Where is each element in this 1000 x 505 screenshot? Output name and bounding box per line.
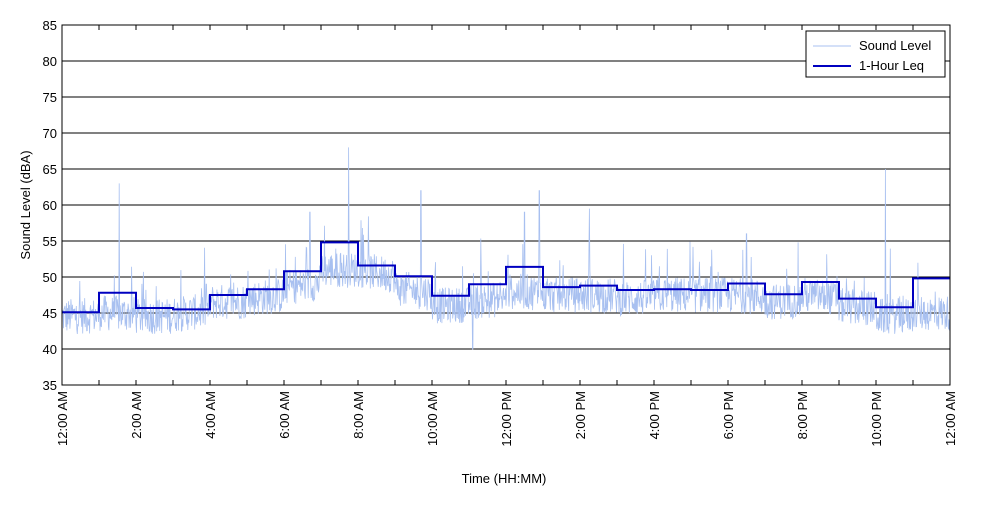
y-axis-label: Sound Level (dBA) — [18, 150, 33, 259]
y-tick-label: 50 — [43, 270, 57, 285]
series-layer — [61, 147, 951, 350]
x-tick-label: 12:00 PM — [499, 391, 514, 447]
y-tick-label: 85 — [43, 18, 57, 33]
x-tick-label: 4:00 PM — [647, 391, 662, 439]
legend-label-leq: 1-Hour Leq — [859, 58, 924, 73]
x-tick-label: 4:00 AM — [203, 391, 218, 439]
y-tick-label: 45 — [43, 306, 57, 321]
x-axis-label: Time (HH:MM) — [462, 471, 547, 486]
y-tick-label: 65 — [43, 162, 57, 177]
x-tick-label: 12:00 AM — [943, 391, 958, 446]
legend: Sound Level 1-Hour Leq — [805, 30, 946, 78]
legend-box — [805, 30, 946, 78]
x-axis-ticks: 12:00 AM 2:00 AM 4:00 AM 6:00 AM 8:00 AM 10:0… — [55, 25, 958, 447]
x-tick-label: 10:00 AM — [425, 391, 440, 446]
y-tick-label: 35 — [43, 378, 57, 393]
x-tick-label: 6:00 PM — [721, 391, 736, 439]
x-tick-label: 6:00 AM — [277, 391, 292, 439]
x-tick-label: 8:00 PM — [795, 391, 810, 439]
x-tick-label: 10:00 PM — [869, 391, 884, 447]
x-tick-label: 2:00 AM — [129, 391, 144, 439]
gridlines — [62, 60, 950, 350]
x-tick-label: 2:00 PM — [573, 391, 588, 439]
series-sound-level-line — [61, 147, 951, 350]
y-tick-label: 75 — [43, 90, 57, 105]
series-1-hour-leq-step — [62, 241, 950, 314]
y-tick-label: 80 — [43, 54, 57, 69]
y-tick-label: 60 — [43, 198, 57, 213]
y-tick-label: 40 — [43, 342, 57, 357]
y-tick-label: 70 — [43, 126, 57, 141]
legend-label-sound-level: Sound Level — [859, 38, 931, 53]
x-tick-label: 12:00 AM — [55, 391, 70, 446]
y-axis-ticks: 35 40 45 50 55 60 65 70 75 80 85 — [43, 18, 57, 393]
y-tick-label: 55 — [43, 234, 57, 249]
x-tick-label: 8:00 AM — [351, 391, 366, 439]
